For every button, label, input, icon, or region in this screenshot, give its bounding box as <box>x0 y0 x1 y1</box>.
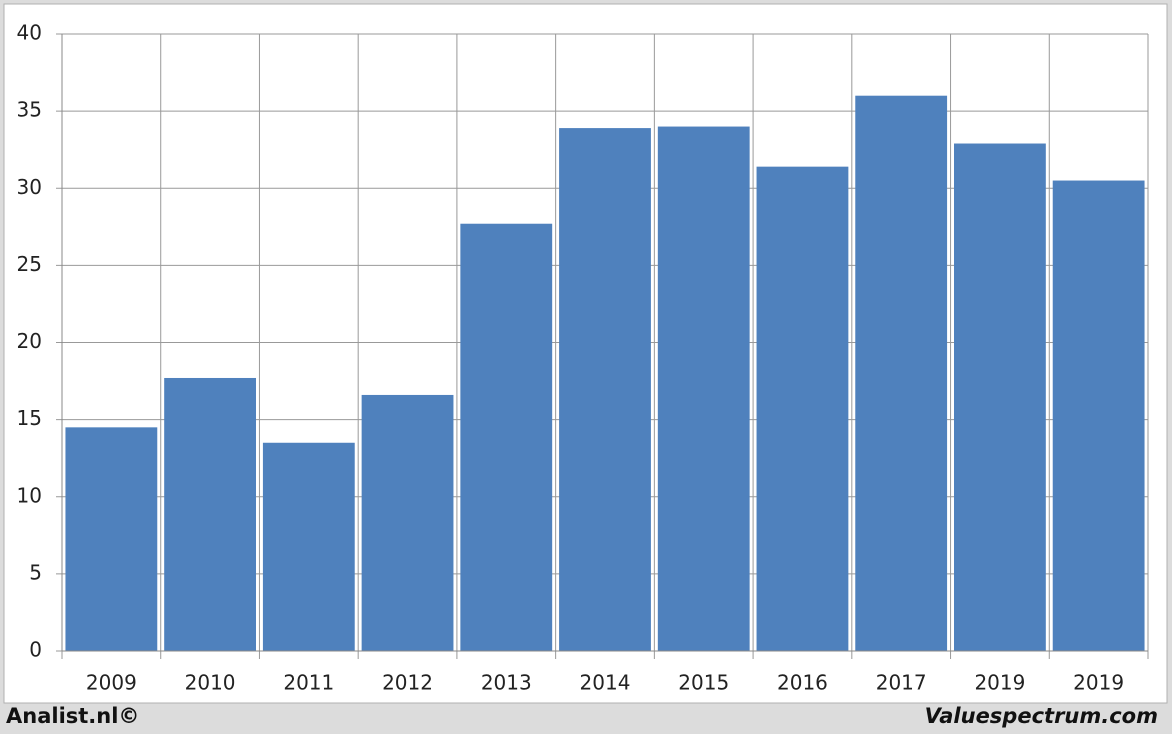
y-tick-label: 40 <box>17 21 42 45</box>
x-tick-label: 2016 <box>777 671 828 695</box>
y-tick-label: 20 <box>17 329 42 353</box>
y-tick-label: 10 <box>17 483 42 507</box>
y-tick-label: 5 <box>29 560 42 584</box>
bar <box>559 128 651 651</box>
x-tick-label: 2012 <box>382 671 433 695</box>
bar <box>361 394 454 651</box>
x-tick-label: 2009 <box>86 671 137 695</box>
bar <box>460 223 553 652</box>
x-tick-label: 2014 <box>580 671 631 695</box>
bar <box>954 143 1046 651</box>
x-tick-label: 2011 <box>283 671 334 695</box>
footer-left: Analist.nl© <box>6 704 139 728</box>
y-tick-label: 0 <box>29 638 42 662</box>
footer-right: Valuespectrum.com <box>925 704 1158 728</box>
y-tick-label: 25 <box>17 252 42 276</box>
bar <box>262 442 355 651</box>
x-tick-label: 2015 <box>678 671 729 695</box>
x-tick-label: 2017 <box>876 671 927 695</box>
bar <box>657 126 750 652</box>
bar <box>855 95 948 651</box>
x-tick-label: 2010 <box>185 671 236 695</box>
bar <box>164 377 256 651</box>
bar <box>756 166 849 651</box>
bar <box>65 427 158 651</box>
x-tick-label: 2019 <box>974 671 1025 695</box>
x-tick-label: 2013 <box>481 671 532 695</box>
y-tick-label: 35 <box>17 98 42 122</box>
y-tick-label: 15 <box>17 406 42 430</box>
x-tick-label: 2019 <box>1073 671 1124 695</box>
y-tick-label: 30 <box>17 175 42 199</box>
bar <box>1052 180 1145 651</box>
